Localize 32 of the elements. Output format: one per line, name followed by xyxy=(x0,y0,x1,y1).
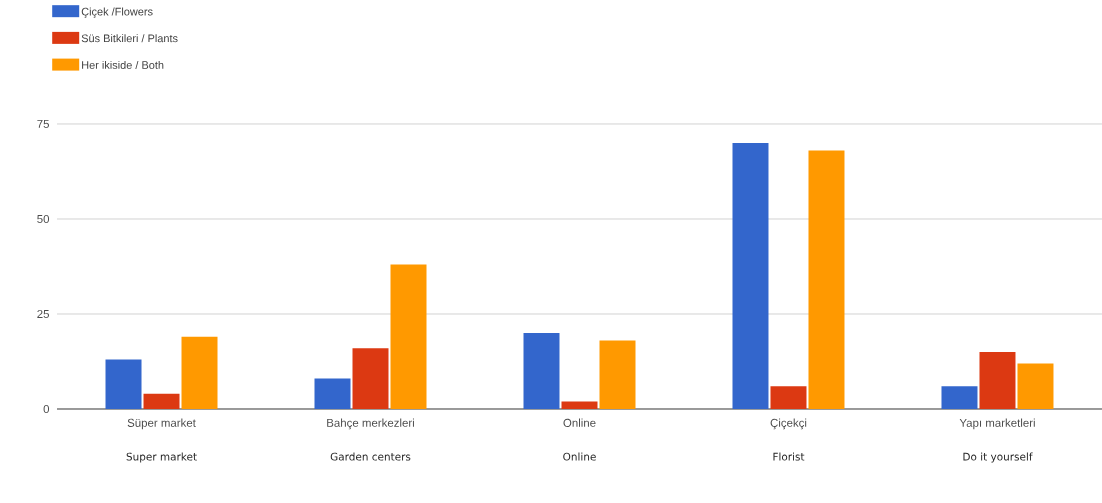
x-tick-label: Yapı marketleri xyxy=(959,418,1035,430)
bar xyxy=(105,359,142,409)
legend-label: Çiçek /Flowers xyxy=(81,7,153,18)
bar xyxy=(1017,363,1054,409)
y-tick-label: 50 xyxy=(37,214,50,224)
x-tick-label: Süper market xyxy=(127,418,196,430)
bar xyxy=(561,401,598,409)
legend-label: Her ikiside / Both xyxy=(82,60,164,69)
y-tick-label: 0 xyxy=(43,404,50,414)
bar xyxy=(979,351,1016,409)
text: Online xyxy=(563,452,596,461)
x-tick-label: Bahçe merkezleri xyxy=(327,418,414,430)
y-tick-label: 75 xyxy=(37,119,50,128)
bar xyxy=(599,340,636,409)
bar xyxy=(390,264,427,409)
x-tick-label: Çiçekçi xyxy=(770,418,807,430)
text: Garden centers xyxy=(330,452,411,461)
y-tick-label: 25 xyxy=(37,309,50,319)
x-tick-label: Online xyxy=(563,418,596,427)
bar xyxy=(314,378,351,409)
text: Super market xyxy=(126,452,197,463)
bar xyxy=(352,348,389,409)
bar xyxy=(143,393,180,409)
bar xyxy=(770,386,807,409)
text: Florist xyxy=(773,452,805,461)
legend-label: Süs Bitkileri / Plants xyxy=(81,34,178,43)
bar xyxy=(941,386,978,409)
text: Do it yourself xyxy=(963,452,1033,463)
bar xyxy=(808,150,845,409)
bar xyxy=(181,336,218,409)
bar xyxy=(732,142,769,409)
bar xyxy=(523,332,560,409)
